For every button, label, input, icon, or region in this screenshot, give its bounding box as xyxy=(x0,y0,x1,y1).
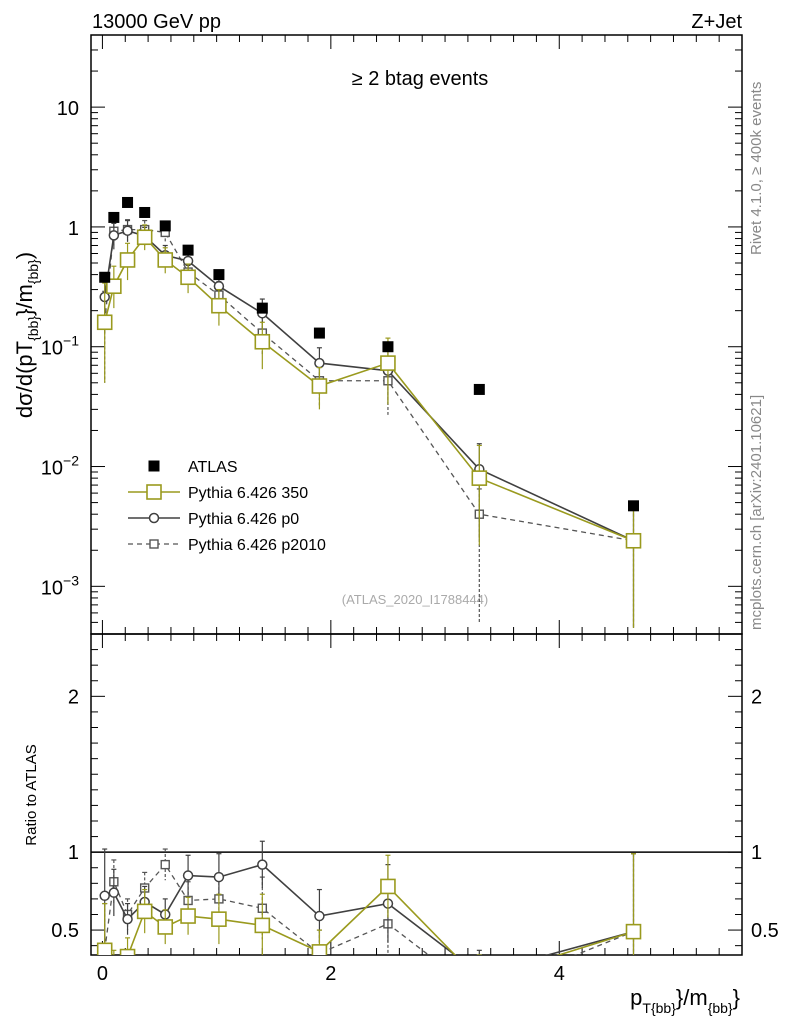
analysis-watermark: (ATLAS_2020_I1788444) xyxy=(342,592,488,607)
rivet-version-label: Rivet 4.1.0, ≥ 400k events xyxy=(748,82,765,255)
main-y-tick-label: 10−1 xyxy=(41,333,79,360)
legend-item-p2010: Pythia 6.426 p2010 xyxy=(128,537,326,554)
legend-item-p350: Pythia 6.426 350 xyxy=(128,484,308,502)
header-process-label: Z+Jet xyxy=(691,11,742,33)
atlas-point xyxy=(256,302,268,314)
ratio-y-tick-label: 0.5 xyxy=(51,920,79,942)
main-y-tick-label: 10−3 xyxy=(41,572,79,599)
atlas-point xyxy=(382,341,394,353)
main-point xyxy=(119,252,136,268)
x-tick-label: 0 xyxy=(97,963,108,985)
legend-marker xyxy=(146,484,162,500)
atlas-point xyxy=(313,327,325,339)
atlas-point xyxy=(139,206,151,218)
main-point xyxy=(380,355,396,371)
ratio-point xyxy=(108,887,120,898)
legend-item-p0: Pythia 6.426 p0 xyxy=(128,511,299,528)
atlas-point xyxy=(108,211,120,223)
main-series-atlas xyxy=(99,196,639,512)
main-point xyxy=(136,229,153,246)
ratio-point xyxy=(211,911,227,927)
atlas-point xyxy=(213,269,225,281)
main-point xyxy=(625,532,642,549)
legend-label: Pythia 6.426 p2010 xyxy=(188,537,326,554)
main-point xyxy=(211,297,227,314)
ratio-panel-frame xyxy=(90,633,743,956)
ratio-point xyxy=(311,944,328,955)
ratio-series-p350 xyxy=(96,853,642,955)
atlas-point xyxy=(473,383,485,395)
ratio-series-p0 xyxy=(99,840,639,955)
atlas-point xyxy=(159,220,171,232)
ratio-point xyxy=(96,942,113,955)
ratio-point xyxy=(380,878,396,895)
legend-marker xyxy=(148,512,160,524)
ratio-y-tick-label-right: 1 xyxy=(751,842,762,864)
atlas-point xyxy=(122,196,134,208)
main-point xyxy=(254,333,271,350)
ratio-point xyxy=(182,870,194,881)
ratio-point xyxy=(157,919,174,935)
atlas-point xyxy=(628,500,639,512)
ratio-point xyxy=(257,859,268,870)
main-y-tick-label: 10 xyxy=(57,98,79,120)
mcplots-label: mcplots.cern.ch [arXiv:2401.10621] xyxy=(748,395,765,630)
main-point xyxy=(108,230,120,241)
x-tick-label: 2 xyxy=(325,963,336,985)
main-y-tick-label: 10−2 xyxy=(41,453,79,480)
ratio-point xyxy=(160,859,170,870)
main-point xyxy=(157,252,174,268)
main-series-p350 xyxy=(96,224,642,628)
ratio-series-line xyxy=(104,863,634,955)
legend-item-atlas: ATLAS xyxy=(148,459,238,476)
ratio-point xyxy=(254,917,271,934)
main-point xyxy=(314,357,325,369)
x-tick-label: 4 xyxy=(554,963,565,985)
selection-annotation: ≥ 2 btag events xyxy=(352,68,489,90)
ratio-y-tick-label-right: 2 xyxy=(751,686,762,708)
main-point xyxy=(96,314,113,331)
legend-label: ATLAS xyxy=(188,459,238,476)
main-point xyxy=(311,378,328,394)
header-energy-label: 13000 GeV pp xyxy=(92,11,221,33)
legend-marker xyxy=(149,539,159,549)
ratio-point xyxy=(625,923,642,940)
ratio-point xyxy=(314,910,325,922)
atlas-point xyxy=(182,244,194,256)
ratio-point xyxy=(180,908,196,924)
legend-label: Pythia 6.426 p0 xyxy=(188,511,299,528)
ratio-point xyxy=(99,890,110,902)
main-point xyxy=(180,269,196,286)
main-y-tick-label: 1 xyxy=(68,218,79,240)
ratio-point xyxy=(119,948,136,955)
legend-marker xyxy=(148,460,160,472)
ratio-point xyxy=(122,913,133,925)
ratio-point xyxy=(213,871,225,883)
legend-label: Pythia 6.426 350 xyxy=(188,485,308,502)
atlas-point xyxy=(99,271,111,283)
ratio-series-line xyxy=(104,885,634,955)
main-point xyxy=(471,470,488,486)
ratio-y-axis-title: Ratio to ATLAS xyxy=(23,744,40,845)
ratio-y-tick-label-right: 0.5 xyxy=(751,920,779,942)
ratio-y-tick-label: 1 xyxy=(68,842,79,864)
main-y-axis-title: dσ/d(pT{bb}}/m{bb}) xyxy=(12,252,41,418)
x-axis-title: pT{bb}}/m{bb}} xyxy=(630,985,740,1016)
main-point xyxy=(122,225,133,236)
ratio-y-tick-label: 2 xyxy=(68,686,79,708)
main-point xyxy=(106,278,122,295)
ratio-point xyxy=(136,903,153,920)
